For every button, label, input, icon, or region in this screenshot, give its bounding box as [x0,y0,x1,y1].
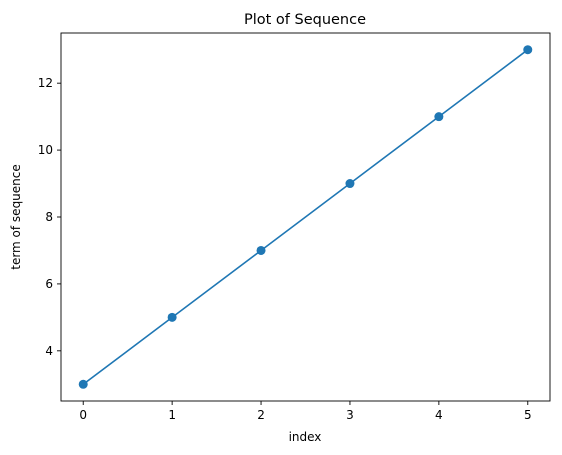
chart-title: Plot of Sequence [244,12,366,28]
plot-frame [60,32,551,402]
x-tick-label: 0 [79,408,87,422]
data-point [345,179,355,189]
y-tick-label: 4 [45,344,53,358]
x-tick-label: 1 [168,408,176,422]
y-tick-label: 8 [45,210,53,224]
x-axis-ticks: 0 1 2 3 4 5 [79,401,532,422]
data-point [434,112,444,122]
x-tick-label: 4 [435,408,443,422]
x-tick-label: 2 [257,408,265,422]
x-tick-label: 5 [524,408,532,422]
series-markers [78,45,533,389]
y-axis-ticks: 4 6 8 10 12 [38,76,61,358]
data-point [523,45,533,55]
y-axis-label: term of sequence [9,164,23,270]
data-point [78,379,88,389]
y-tick-label: 10 [38,143,53,157]
y-tick-label: 6 [45,277,53,291]
x-axis-label: index [289,430,322,444]
x-tick-label: 3 [346,408,354,422]
data-point [167,312,177,322]
y-tick-label: 12 [38,76,53,90]
series-line [82,49,529,385]
data-point [256,245,266,255]
